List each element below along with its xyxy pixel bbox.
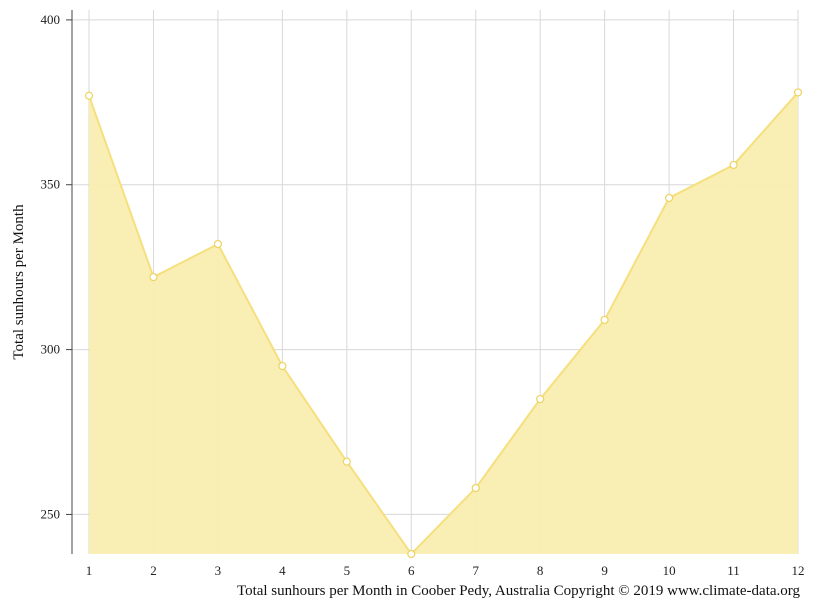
x-tick-label: 10 [663, 563, 676, 578]
data-point [664, 193, 674, 203]
data-point [213, 239, 223, 249]
y-tick-label: 300 [41, 342, 61, 357]
x-tick-label: 11 [727, 563, 740, 578]
y-tick-label: 250 [41, 506, 61, 521]
x-tick-label: 1 [86, 563, 93, 578]
x-tick-label: 9 [601, 563, 608, 578]
data-point [471, 483, 480, 493]
x-tick-label: 5 [344, 563, 351, 578]
y-axis-label: Total sunhours per Month [11, 204, 27, 360]
data-point [536, 394, 545, 404]
data-point [793, 88, 803, 97]
series [84, 88, 803, 559]
data-point [278, 361, 287, 371]
y-tick-label: 350 [41, 177, 61, 192]
chart-caption: Total sunhours per Month in Coober Pedy,… [236, 583, 800, 599]
y-tick-label: 400 [41, 12, 61, 27]
data-point [729, 160, 738, 170]
data-point [84, 91, 94, 100]
x-tick-label: 4 [279, 563, 286, 578]
x-tick-label: 6 [408, 563, 415, 578]
data-point [407, 549, 416, 559]
data-point [149, 272, 158, 282]
x-tick-label: 12 [792, 563, 805, 578]
axes [66, 10, 73, 554]
data-point [342, 457, 351, 466]
data-point [600, 315, 609, 325]
area-fill [89, 92, 798, 554]
x-tick-label: 3 [215, 563, 222, 578]
series-line [88, 91, 799, 556]
x-tick-label: 7 [472, 563, 479, 578]
x-tick-label: 2 [150, 563, 157, 578]
x-tick-label: 8 [537, 563, 544, 578]
